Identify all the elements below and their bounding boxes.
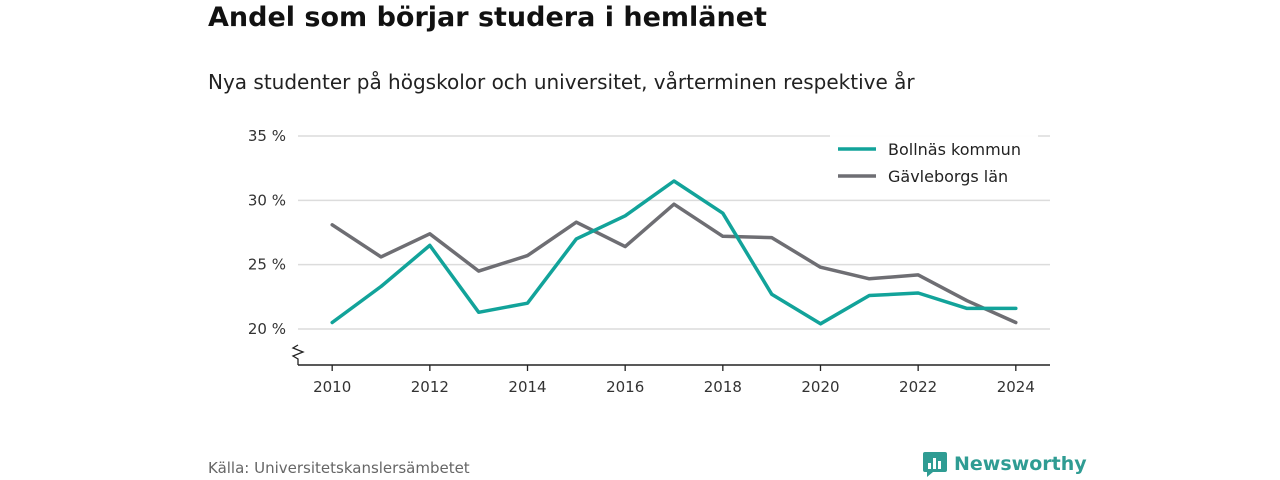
series-lines (330, 179, 1018, 326)
brand-logo: Newsworthy (922, 450, 1087, 478)
series-line (330, 179, 1018, 326)
legend: Bollnäs kommun Gävleborgs län (830, 133, 1038, 195)
x-axis (291, 344, 1050, 366)
series-line (330, 202, 1018, 325)
y-tick-label: 35 % (248, 127, 286, 145)
axis-break-icon (291, 344, 305, 365)
legend-background (830, 133, 1038, 195)
x-tick-label: 2014 (508, 378, 546, 396)
x-tick-label: 2010 (313, 378, 351, 396)
bar-chart-bubble-icon (923, 452, 947, 477)
legend-label: Bollnäs kommun (888, 140, 1021, 159)
x-tick-label: 2022 (899, 378, 937, 396)
legend-label: Gävleborgs län (888, 167, 1008, 186)
y-tick-label: 25 % (248, 256, 286, 274)
y-axis-ticks: 20 % 25 % 30 % 35 % (248, 127, 286, 338)
chart-title: Andel som börjar studera i hemlänet (208, 2, 767, 33)
x-axis-ticks: 2010 2012 2014 2016 2018 2020 2022 2024 (313, 365, 1035, 396)
chart-subtitle: Nya studenter på högskolor och universit… (208, 70, 915, 94)
x-tick-label: 2016 (606, 378, 644, 396)
brand-name: Newsworthy (954, 453, 1087, 475)
x-tick-label: 2018 (704, 378, 742, 396)
y-tick-label: 20 % (248, 320, 286, 338)
line-chart: 20 % 25 % 30 % 35 % 2010 2012 2014 2016 2018 202… (248, 127, 1050, 396)
y-tick-label: 30 % (248, 191, 286, 209)
x-tick-label: 2020 (801, 378, 839, 396)
x-tick-label: 2012 (411, 378, 449, 396)
source-note: Källa: Universitetskanslersämbetet (208, 459, 470, 477)
x-tick-label: 2024 (997, 378, 1035, 396)
